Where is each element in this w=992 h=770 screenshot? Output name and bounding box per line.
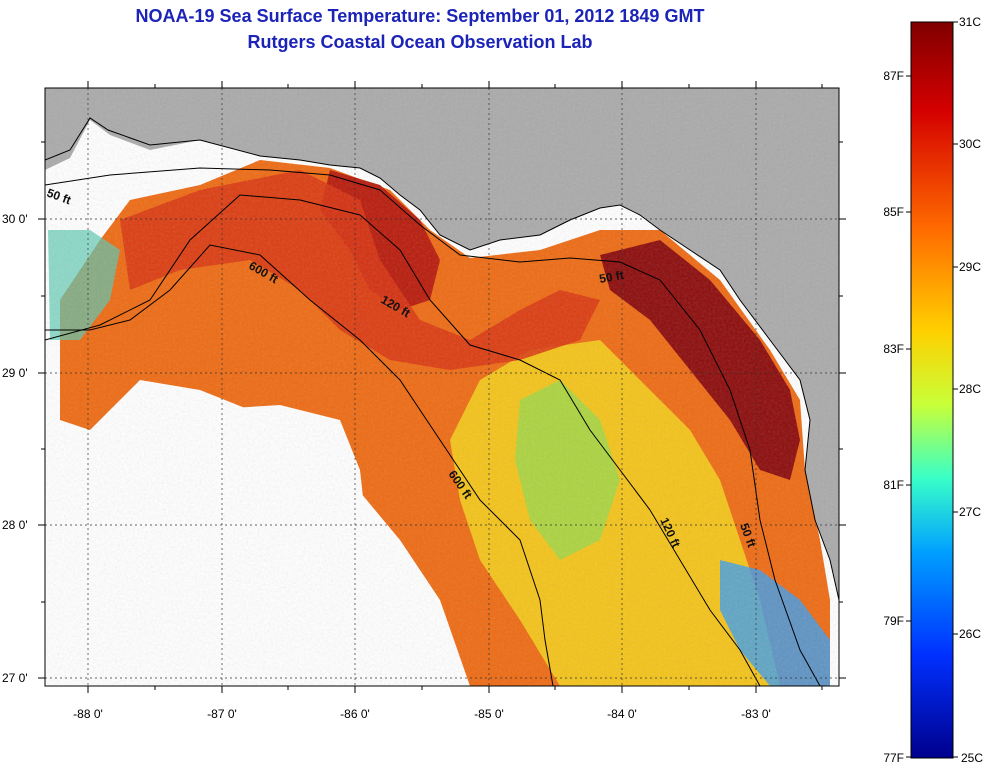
colorbar-c-label: 26C: [959, 627, 981, 641]
colorbar-c-label: 28C: [959, 382, 981, 396]
lon-label: -88 0': [73, 707, 103, 721]
colorbar-c-label: 31C: [959, 15, 981, 29]
colorbar-f-label: 85F: [883, 205, 904, 219]
colorbar-f-label: 83F: [883, 342, 904, 356]
colorbar-c-label: 25C: [961, 751, 983, 765]
lat-label: 27 0': [2, 671, 28, 685]
lon-label: -86 0': [340, 707, 370, 721]
colorbar-f-label: 81F: [883, 478, 904, 492]
contour-120ft: [45, 194, 761, 686]
colorbar-f-label: 87F: [883, 69, 904, 83]
contour-600ft: [45, 244, 554, 686]
colorbar-gradient: [910, 21, 954, 759]
lon-label: -87 0': [207, 707, 237, 721]
map-border: [44, 87, 840, 687]
lon-label: -83 0': [741, 707, 771, 721]
map-subtitle: Rutgers Coastal Ocean Observation Lab: [247, 32, 593, 52]
tick-marks: [38, 81, 846, 693]
contour-label: 50 ft: [598, 268, 625, 286]
lon-label: -85 0': [474, 707, 504, 721]
grid: [45, 88, 839, 686]
lat-label: 28 0': [2, 518, 28, 532]
colorbar-c-label: 30C: [959, 137, 981, 151]
colorbar-c-label: 27C: [959, 505, 981, 519]
lon-label: -84 0': [607, 707, 637, 721]
colorbar-f-label: 79F: [883, 614, 904, 628]
contour-50ft: [45, 167, 821, 686]
lat-label: 30 0': [2, 212, 28, 226]
colorbar-ticks: [906, 21, 958, 758]
colorbar-c-label: 29C: [959, 260, 981, 274]
lat-label: 29 0': [2, 366, 28, 380]
map-title: NOAA-19 Sea Surface Temperature: Septemb…: [135, 6, 705, 26]
colorbar-f-label: 77F: [883, 751, 904, 765]
map-frame: 50 ft 600 ft 120 ft 50 ft 600 ft 120 ft …: [45, 88, 839, 686]
